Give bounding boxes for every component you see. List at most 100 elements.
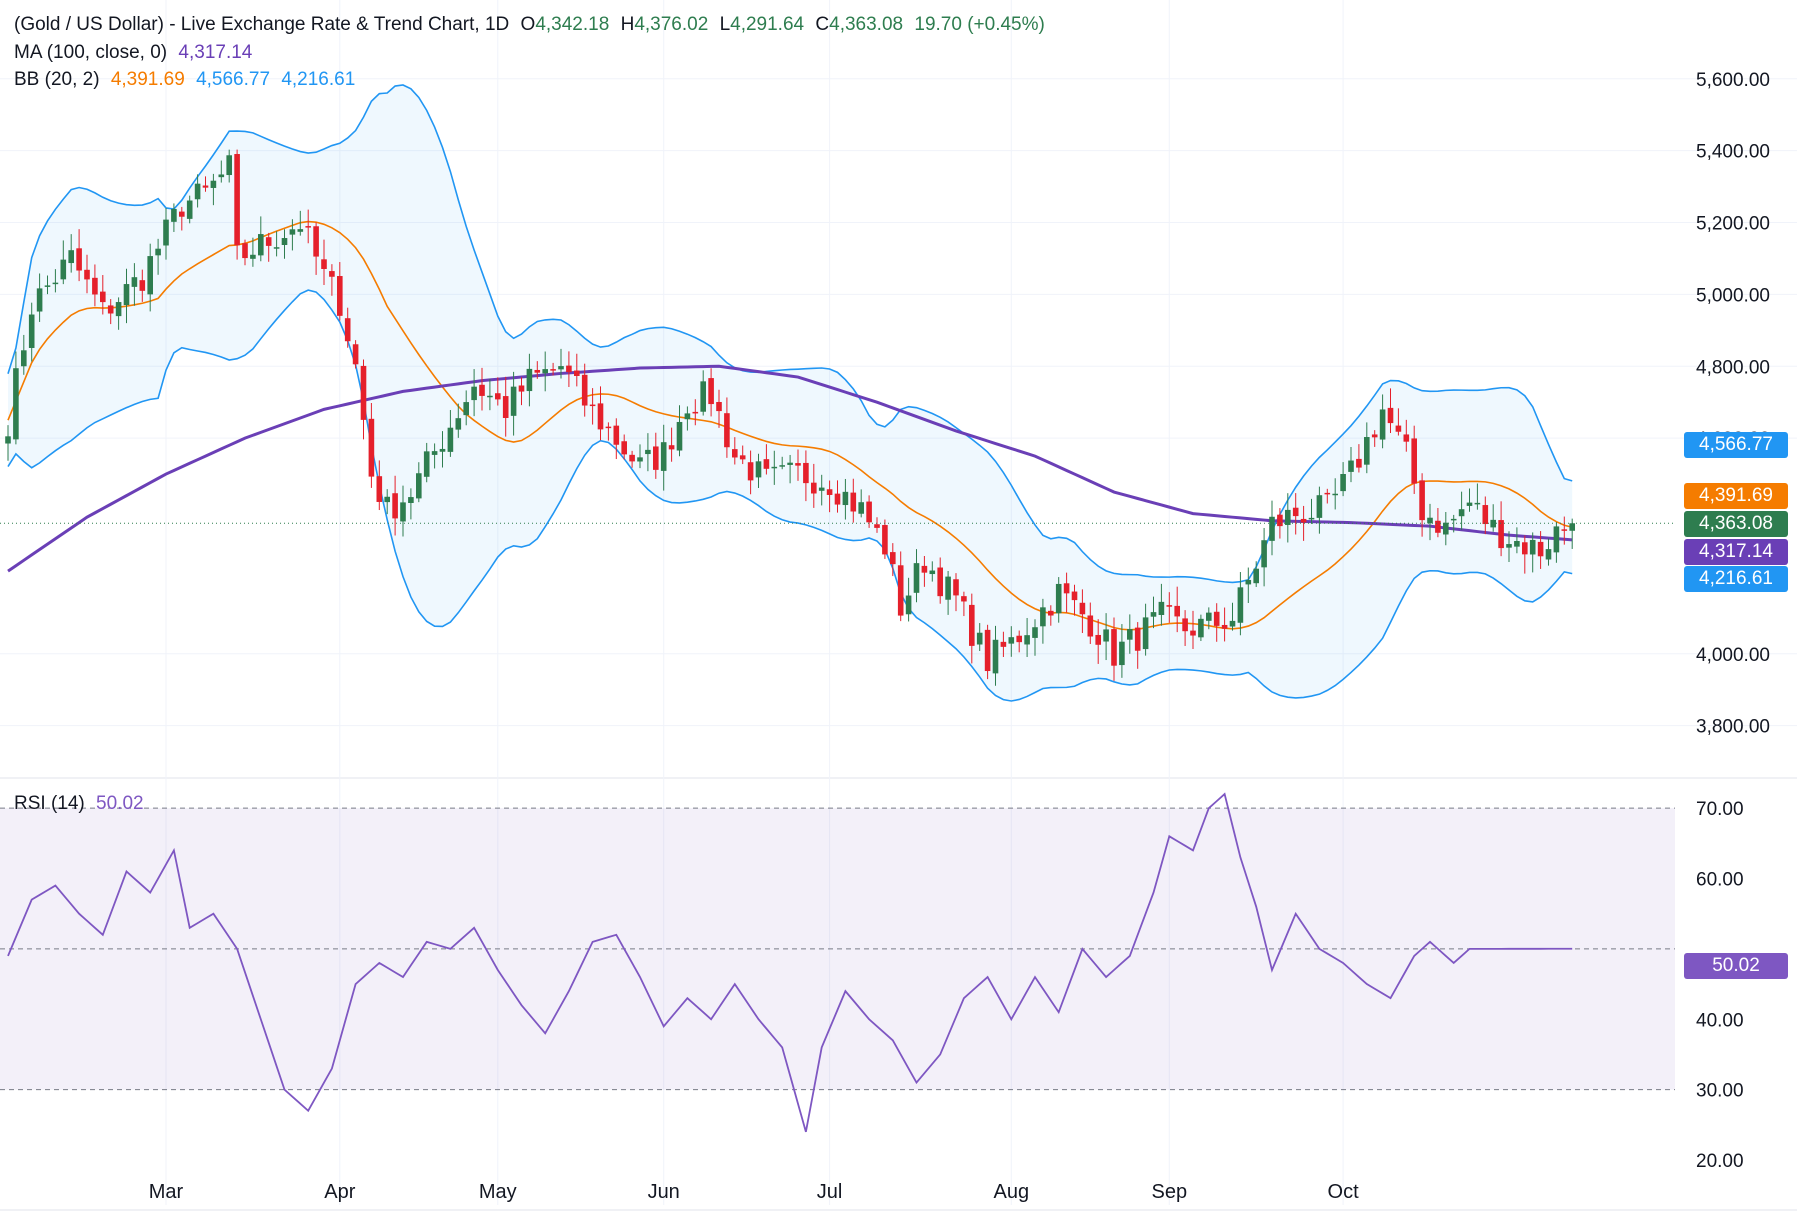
candle-body: [1356, 458, 1362, 468]
rsi-legend[interactable]: RSI (14) 50.02: [14, 792, 150, 816]
candle-body: [1553, 526, 1560, 553]
candle-body: [1435, 520, 1441, 533]
candle-body: [305, 226, 311, 228]
candle-body: [186, 200, 193, 219]
ohlc-close: C4,363.08: [815, 14, 904, 35]
candle-body: [194, 183, 201, 200]
time-axis-label: Sep: [1152, 1181, 1188, 1203]
candle-body: [1419, 480, 1425, 521]
candle-body: [826, 489, 833, 495]
candle-body: [542, 369, 548, 374]
bb-upper-price-tag: 4,566.77: [1684, 432, 1788, 458]
candle-body: [360, 365, 367, 420]
candle-body: [1411, 438, 1417, 484]
candle-body: [313, 226, 319, 257]
candle-body: [463, 402, 469, 416]
candle-body: [1111, 629, 1117, 666]
ohlc-change: 19.70 (+0.45%): [914, 14, 1045, 35]
candle-body: [913, 563, 920, 593]
candle-body: [763, 459, 770, 469]
candle-body: [621, 441, 627, 455]
candle-body: [1277, 514, 1283, 527]
candle-body: [1316, 495, 1323, 518]
candle-body: [795, 463, 801, 466]
candle-body: [534, 369, 541, 373]
candle-body: [992, 639, 999, 674]
candle-body: [107, 305, 114, 314]
candle-body: [732, 449, 738, 458]
bb-basis-price-tag: 4,391.69: [1684, 483, 1788, 509]
candle-body: [637, 457, 643, 462]
price-axis-label: 3,800.00: [1696, 717, 1770, 738]
candle-body: [581, 374, 588, 406]
candle-body: [1032, 627, 1038, 638]
candle-body: [1261, 540, 1267, 568]
candle-body: [1324, 492, 1331, 495]
candle-body: [1395, 425, 1402, 432]
rsi-axis-label: 60.00: [1696, 870, 1744, 891]
candle-body: [1103, 629, 1109, 642]
candle-body: [961, 596, 967, 602]
candle-body: [1348, 460, 1354, 472]
candle-body: [605, 426, 612, 429]
candle-body: [771, 466, 778, 469]
candle-body: [36, 288, 43, 312]
candle-body: [1379, 409, 1386, 440]
candle-body: [242, 243, 248, 259]
candle-body: [803, 462, 809, 484]
candle-body: [739, 455, 746, 460]
candle-body: [202, 185, 209, 188]
price-axis-label: 4,000.00: [1696, 645, 1770, 666]
candle-body: [597, 403, 604, 430]
candle-body: [1443, 522, 1449, 535]
candle-body: [423, 451, 430, 477]
candle-body: [471, 386, 477, 401]
candle-body: [1174, 605, 1180, 617]
candle-body: [52, 282, 59, 285]
candle-body: [708, 378, 714, 405]
candle-body: [1371, 434, 1378, 438]
candle-body: [629, 454, 635, 462]
candle-body: [234, 154, 240, 246]
bb-legend[interactable]: BB (20, 2) 4,391.69 4,566.77 4,216.61: [14, 68, 361, 92]
candle-body: [147, 256, 153, 295]
candle-body: [273, 247, 280, 249]
rsi-axis-label: 20.00: [1696, 1151, 1744, 1172]
candle-body: [510, 386, 517, 416]
candle-body: [1522, 542, 1528, 555]
candle-body: [1048, 610, 1054, 616]
bollinger-lower-line: [7, 289, 1573, 702]
time-axis-label: Aug: [994, 1181, 1030, 1203]
bb-label: BB (20, 2): [14, 69, 100, 90]
candle-body: [716, 401, 722, 412]
candle-body: [115, 302, 122, 317]
candle-body: [842, 491, 849, 506]
candle-body: [1245, 579, 1252, 585]
candle-body: [84, 269, 90, 280]
header-legend: (Gold / US Dollar) - Live Exchange Rate …: [14, 13, 1051, 37]
candle-body: [668, 445, 675, 450]
candle-body: [921, 565, 928, 573]
ohlc-high: H4,376.02: [620, 14, 709, 35]
candle-body: [779, 465, 785, 467]
candle-body: [455, 418, 462, 430]
candle-body: [1292, 507, 1299, 517]
price-axis-label: 5,600.00: [1696, 70, 1770, 91]
candle-body: [929, 570, 936, 575]
candle-body: [171, 208, 177, 222]
time-axis-label: Mar: [149, 1181, 184, 1203]
candle-body: [787, 462, 793, 465]
rsi-label: RSI (14): [14, 793, 85, 814]
candle-body: [1545, 549, 1552, 560]
candle-body: [131, 277, 138, 287]
candle-body: [1040, 607, 1046, 627]
ma-legend[interactable]: MA (100, close, 0) 4,317.14: [14, 41, 258, 65]
candle-body: [1466, 502, 1473, 506]
candle-body: [13, 368, 19, 440]
candle-body: [376, 476, 383, 502]
candle-body: [890, 552, 896, 565]
close-price-tag: 4,363.08: [1684, 511, 1788, 537]
candle-body: [1561, 529, 1568, 531]
